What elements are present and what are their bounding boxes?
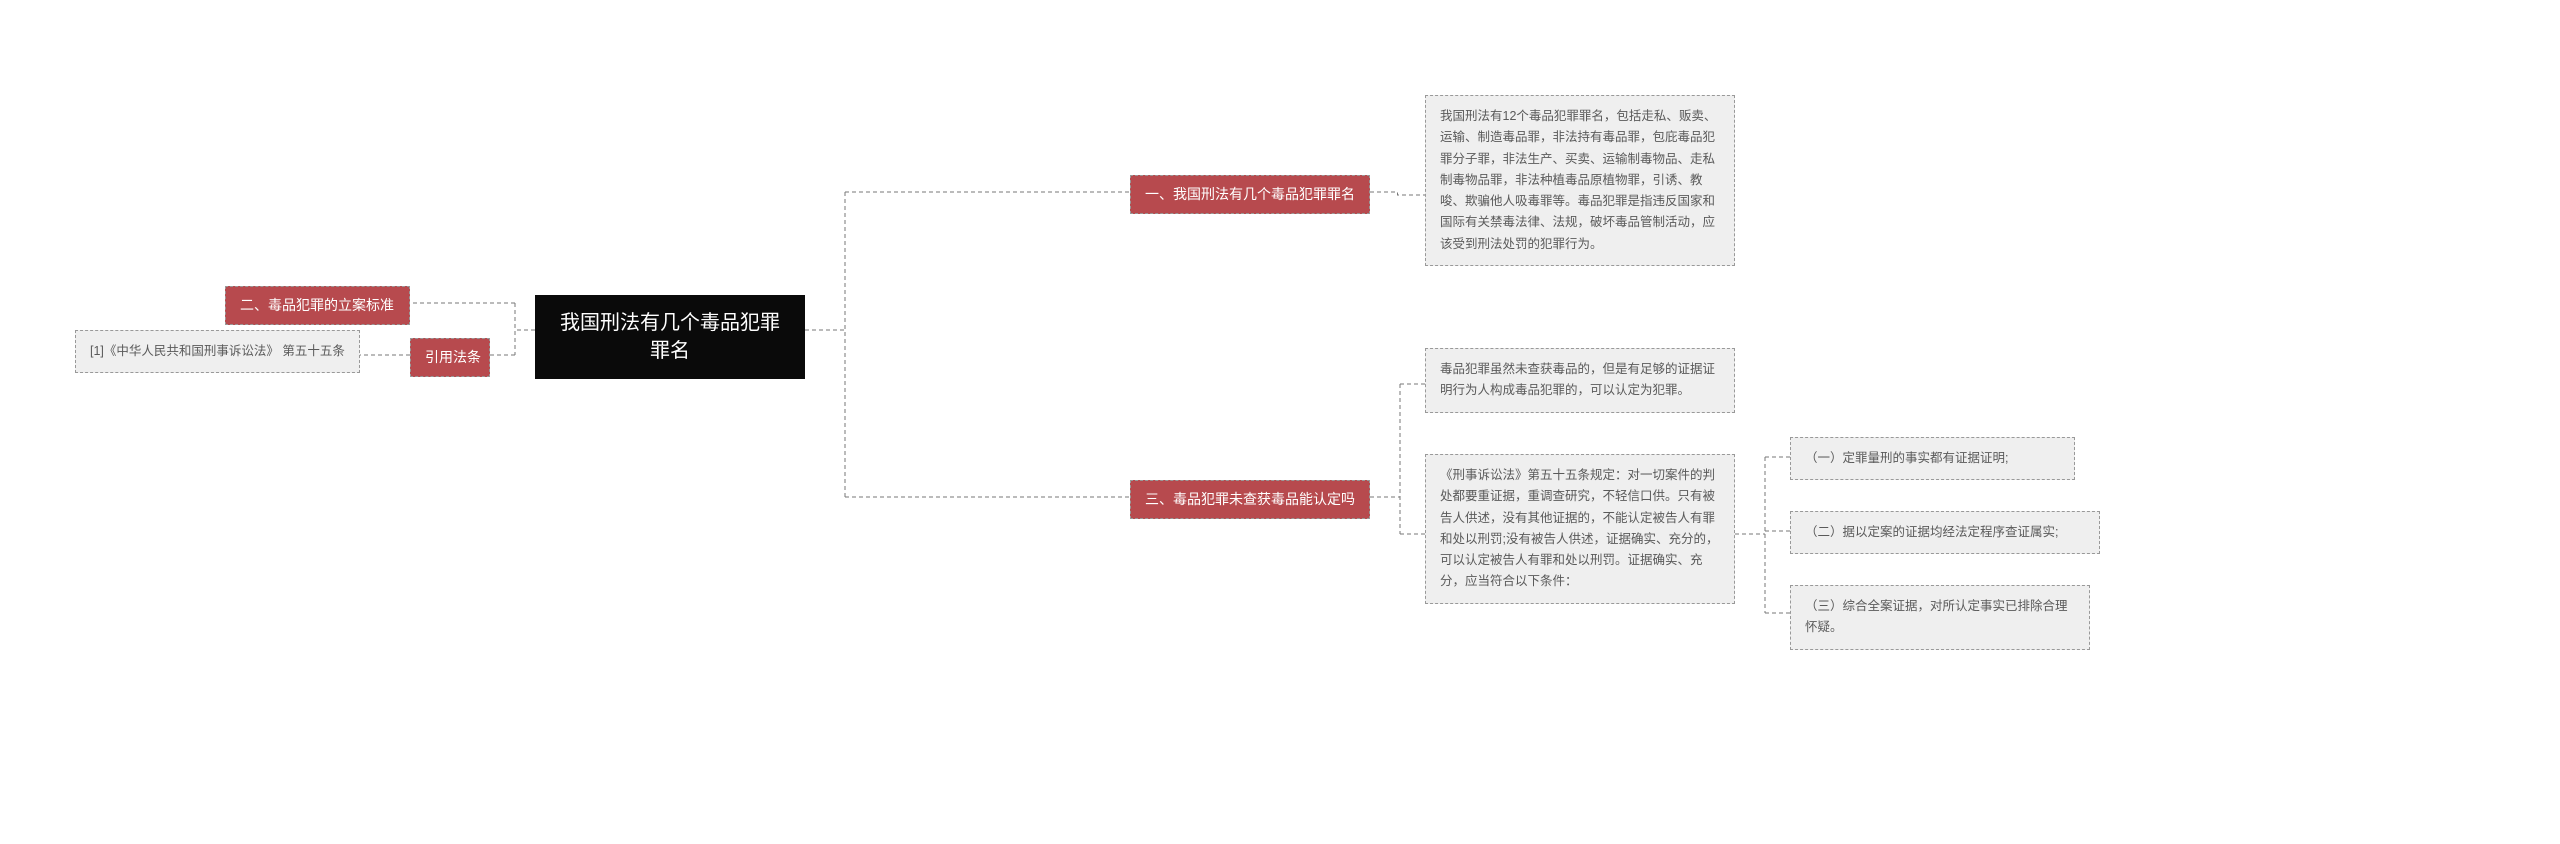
root-node: 我国刑法有几个毒品犯罪罪名 <box>535 295 805 379</box>
branch-three: 三、毒品犯罪未查获毒品能认定吗 <box>1130 480 1370 519</box>
branch-two: 二、毒品犯罪的立案标准 <box>225 286 410 325</box>
leaf-three-1: 毒品犯罪虽然未查获毒品的，但是有足够的证据证明行为人构成毒品犯罪的，可以认定为犯… <box>1425 348 1735 413</box>
leaf-law-1: [1]《中华人民共和国刑事诉讼法》 第五十五条 <box>75 330 360 373</box>
leaf-three-2c: （三）综合全案证据，对所认定事实已排除合理怀疑。 <box>1790 585 2090 650</box>
connector-layer <box>0 0 2560 844</box>
leaf-one-1: 我国刑法有12个毒品犯罪罪名，包括走私、贩卖、运输、制造毒品罪，非法持有毒品罪，… <box>1425 95 1735 266</box>
leaf-three-2a: （一）定罪量刑的事实都有证据证明; <box>1790 437 2075 480</box>
branch-one: 一、我国刑法有几个毒品犯罪罪名 <box>1130 175 1370 214</box>
branch-law: 引用法条 <box>410 338 490 377</box>
leaf-three-2: 《刑事诉讼法》第五十五条规定：对一切案件的判处都要重证据，重调查研究，不轻信口供… <box>1425 454 1735 604</box>
leaf-three-2b: （二）据以定案的证据均经法定程序查证属实; <box>1790 511 2100 554</box>
